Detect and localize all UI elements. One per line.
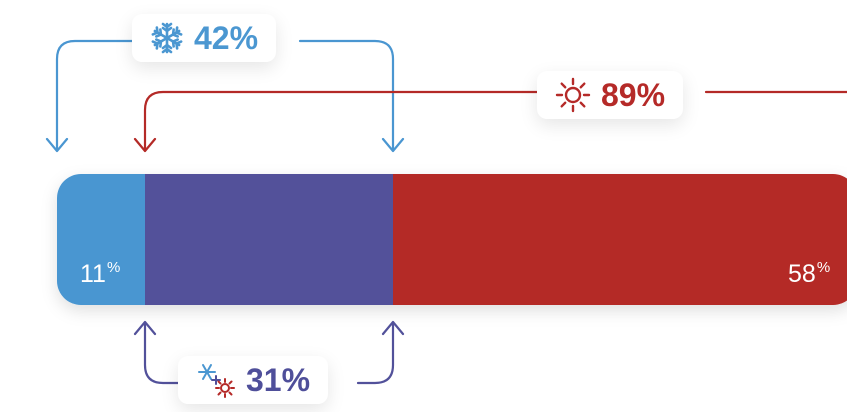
- mixed-bracket-arrow: [133, 320, 405, 385]
- sun-icon: [555, 77, 591, 113]
- snowflake-plus-sun-icon: [196, 362, 236, 398]
- cold-total-callout: 42%: [132, 14, 277, 62]
- bracket-arrows: [45, 39, 847, 385]
- bar-segment-1: [145, 174, 394, 305]
- bar-group: [57, 174, 847, 305]
- hot-total-callout: 89%: [537, 71, 684, 119]
- bar-segment-2: [393, 174, 847, 305]
- hot-total-value: 89%: [601, 76, 666, 113]
- cold-bracket-arrow: [45, 39, 405, 153]
- snowflake-icon: [150, 21, 184, 55]
- segment-label-cold: 11%: [80, 259, 121, 288]
- mixed-callout: 31%: [178, 356, 329, 404]
- segment-label-warm: 58%: [788, 259, 831, 288]
- bar-segment-0: [57, 174, 146, 305]
- cold-total-value: 42%: [194, 19, 259, 56]
- mixed-value: 31%: [246, 361, 311, 398]
- hot-bracket-arrow: [133, 90, 847, 153]
- bar-segments: [57, 174, 847, 305]
